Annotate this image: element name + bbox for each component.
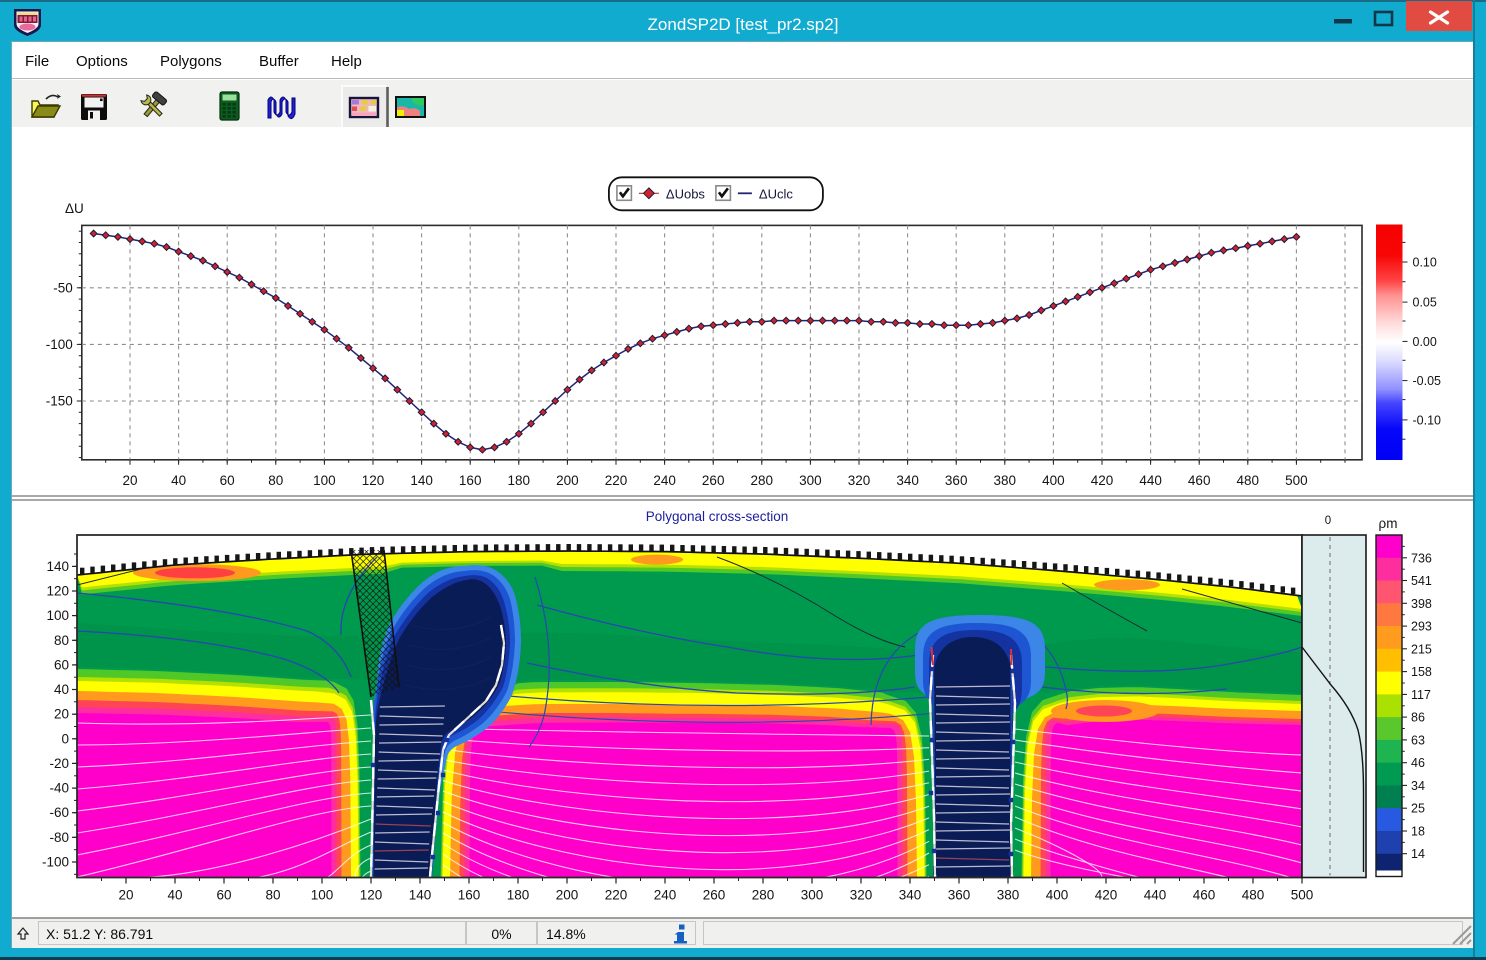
svg-text:80: 80 <box>54 633 69 648</box>
svg-text:140: 140 <box>46 559 69 574</box>
svg-text:20: 20 <box>118 888 133 903</box>
svg-text:200: 200 <box>556 888 579 903</box>
svg-text:400: 400 <box>1042 473 1065 488</box>
svg-text:340: 340 <box>896 473 919 488</box>
svg-text:480: 480 <box>1237 473 1260 488</box>
svg-text:-40: -40 <box>49 781 69 796</box>
svg-text:80: 80 <box>268 473 283 488</box>
svg-text:460: 460 <box>1193 888 1216 903</box>
svg-text:ZondSP2D [test_pr2.sp2]: ZondSP2D [test_pr2.sp2] <box>648 15 839 34</box>
svg-text:460: 460 <box>1188 473 1211 488</box>
svg-text:100: 100 <box>311 888 334 903</box>
svg-text:86: 86 <box>1411 711 1425 725</box>
svg-text:60: 60 <box>216 888 231 903</box>
svg-text:0.05: 0.05 <box>1413 296 1437 310</box>
svg-text:293: 293 <box>1411 620 1432 634</box>
svg-text:160: 160 <box>459 473 482 488</box>
svg-text:440: 440 <box>1144 888 1167 903</box>
svg-text:400: 400 <box>1046 888 1069 903</box>
svg-text:380: 380 <box>997 888 1020 903</box>
svg-text:215: 215 <box>1411 642 1432 656</box>
svg-text:-0.05: -0.05 <box>1413 374 1442 388</box>
svg-text:25: 25 <box>1411 802 1425 816</box>
svg-text:300: 300 <box>799 473 822 488</box>
svg-text:480: 480 <box>1242 888 1265 903</box>
svg-text:180: 180 <box>508 473 531 488</box>
svg-text:63: 63 <box>1411 733 1425 747</box>
svg-text:360: 360 <box>945 473 968 488</box>
svg-text:541: 541 <box>1411 574 1432 588</box>
svg-text:-0.10: -0.10 <box>1413 413 1442 427</box>
svg-text:-80: -80 <box>49 830 69 845</box>
svg-text:340: 340 <box>899 888 922 903</box>
svg-text:420: 420 <box>1091 473 1114 488</box>
svg-text:320: 320 <box>850 888 873 903</box>
svg-text:-20: -20 <box>49 756 69 771</box>
svg-text:0.00: 0.00 <box>1413 335 1437 349</box>
svg-text:80: 80 <box>265 888 280 903</box>
svg-text:500: 500 <box>1291 888 1314 903</box>
svg-text:60: 60 <box>220 473 235 488</box>
svg-text:120: 120 <box>362 473 385 488</box>
svg-text:18: 18 <box>1411 825 1425 839</box>
svg-text:440: 440 <box>1139 473 1162 488</box>
svg-text:100: 100 <box>46 608 69 623</box>
svg-text:736: 736 <box>1411 551 1432 565</box>
svg-text:140: 140 <box>410 473 433 488</box>
svg-text:280: 280 <box>752 888 775 903</box>
svg-text:280: 280 <box>751 473 774 488</box>
svg-text:0: 0 <box>61 731 69 746</box>
svg-text:160: 160 <box>458 888 481 903</box>
svg-text:0.10: 0.10 <box>1413 256 1437 270</box>
svg-text:240: 240 <box>653 473 676 488</box>
svg-text:20: 20 <box>122 473 137 488</box>
svg-text:220: 220 <box>605 473 628 488</box>
svg-text:ΔUclc: ΔUclc <box>759 186 793 201</box>
svg-text:220: 220 <box>605 888 628 903</box>
svg-text:ρm: ρm <box>1379 516 1398 531</box>
svg-text:40: 40 <box>54 682 69 697</box>
svg-text:200: 200 <box>556 473 579 488</box>
svg-text:240: 240 <box>654 888 677 903</box>
svg-text:34: 34 <box>1411 779 1425 793</box>
svg-text:500: 500 <box>1285 473 1308 488</box>
svg-text:40: 40 <box>167 888 182 903</box>
svg-text:120: 120 <box>46 584 69 599</box>
svg-text:420: 420 <box>1095 888 1118 903</box>
svg-text:-150: -150 <box>46 394 73 409</box>
svg-text:117: 117 <box>1411 688 1431 702</box>
svg-text:140: 140 <box>409 888 432 903</box>
svg-text:100: 100 <box>313 473 336 488</box>
svg-text:-50: -50 <box>53 280 73 295</box>
svg-text:60: 60 <box>54 657 69 672</box>
svg-text:380: 380 <box>994 473 1017 488</box>
svg-text:398: 398 <box>1411 597 1432 611</box>
svg-text:300: 300 <box>801 888 824 903</box>
svg-text:Polygonal cross-section: Polygonal cross-section <box>646 509 789 524</box>
svg-text:20: 20 <box>54 707 69 722</box>
svg-text:40: 40 <box>171 473 186 488</box>
svg-text:360: 360 <box>948 888 971 903</box>
svg-text:120: 120 <box>360 888 383 903</box>
svg-text:0: 0 <box>1325 515 1331 527</box>
svg-text:180: 180 <box>507 888 530 903</box>
svg-text:-100: -100 <box>42 855 69 870</box>
svg-text:ΔUobs: ΔUobs <box>666 186 706 201</box>
svg-text:158: 158 <box>1411 665 1432 679</box>
svg-text:-60: -60 <box>49 805 69 820</box>
svg-text:320: 320 <box>848 473 871 488</box>
svg-text:ΔU: ΔU <box>65 201 84 216</box>
svg-text:260: 260 <box>702 473 725 488</box>
svg-text:260: 260 <box>703 888 726 903</box>
svg-text:-100: -100 <box>46 337 73 352</box>
svg-text:46: 46 <box>1411 756 1425 770</box>
svg-text:14: 14 <box>1411 847 1425 861</box>
